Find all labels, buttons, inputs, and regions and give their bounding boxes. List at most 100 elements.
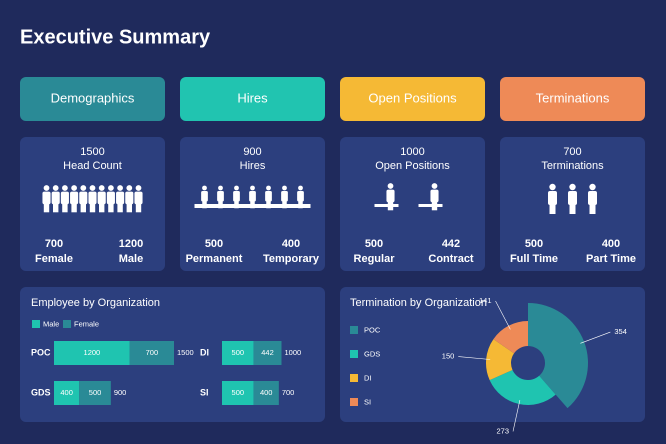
icon-legs	[266, 200, 271, 209]
pie-slice	[489, 369, 556, 405]
pie-slice	[493, 321, 528, 354]
icon-legs	[53, 203, 59, 213]
legend-label: Female	[74, 319, 99, 328]
stat-value: 700	[45, 238, 63, 250]
card-icon	[42, 185, 143, 213]
tab[interactable]	[20, 77, 165, 121]
icon-body	[386, 189, 395, 203]
icon-head	[135, 185, 142, 191]
icon-body	[297, 191, 304, 202]
category-label: GDS	[31, 387, 51, 397]
icon-legs	[387, 201, 394, 211]
icon-legs	[431, 201, 438, 211]
icon-head	[202, 185, 207, 191]
card-icon	[374, 183, 443, 211]
chart-title: Termination by Organization	[350, 297, 487, 309]
category-label: DI	[200, 347, 209, 357]
icon-head	[387, 183, 394, 189]
icon-head	[589, 183, 596, 191]
legend-swatch	[63, 320, 71, 328]
icon-body	[79, 191, 88, 205]
stat-label: Regular	[354, 253, 396, 265]
icon-body	[51, 191, 60, 205]
card-label: Hires	[240, 160, 266, 172]
icon-legs	[282, 200, 287, 209]
icon-head	[431, 183, 438, 189]
icon-legs	[250, 200, 255, 209]
icon-head	[266, 185, 271, 191]
bar-segment	[222, 381, 254, 405]
slice-label: 141	[479, 296, 492, 305]
total-label: 1500	[177, 348, 194, 357]
stat-label: Temporary	[263, 253, 320, 265]
legend-swatch	[350, 350, 358, 358]
icon-body	[125, 191, 134, 205]
icon-body	[106, 191, 115, 205]
icon-legs	[62, 203, 68, 213]
icon-body	[70, 191, 79, 205]
stat-value: 400	[282, 238, 300, 250]
leader-line	[458, 356, 491, 360]
icon-head	[549, 183, 556, 191]
total-label: 900	[114, 388, 127, 397]
icon-legs	[71, 203, 77, 213]
icon-legs	[89, 203, 96, 213]
legend-label: Male	[43, 319, 59, 328]
segment-label: 400	[60, 388, 73, 397]
bar-segment	[253, 341, 282, 365]
stat-label: Male	[119, 253, 143, 265]
card-label: Open Positions	[375, 160, 450, 172]
tab[interactable]	[180, 77, 325, 121]
stat-value: 500	[205, 238, 223, 250]
tab-label: Terminations	[536, 90, 610, 105]
icon-legs	[126, 203, 132, 213]
icon-body	[249, 191, 256, 202]
icon-body	[88, 191, 97, 205]
icon-head	[250, 185, 255, 191]
icon-body	[201, 191, 208, 202]
icon-legs	[298, 200, 303, 209]
legend-swatch	[350, 374, 358, 382]
tab[interactable]	[500, 77, 645, 121]
legend-label: POC	[364, 325, 381, 334]
legend-swatch	[350, 398, 358, 406]
stat-value: 400	[602, 238, 620, 250]
icon-head	[234, 185, 239, 191]
icon-body	[568, 191, 577, 205]
icon-head	[43, 185, 50, 191]
segment-label: 500	[232, 388, 245, 397]
stat-label: Contract	[428, 253, 474, 265]
icon-body	[97, 191, 106, 205]
icon-head	[108, 185, 114, 191]
icon-head	[62, 185, 68, 191]
icon-legs	[549, 204, 556, 214]
card-value: 1500	[80, 146, 104, 158]
bar-segment	[79, 381, 111, 405]
icon-body	[217, 191, 224, 202]
segment-label: 500	[89, 388, 102, 397]
leader-line	[580, 331, 611, 344]
stat-label: Permanent	[186, 253, 243, 265]
icon-head	[52, 185, 59, 191]
icon-legs	[43, 203, 50, 213]
legend-label: GDS	[364, 349, 380, 358]
total-label: 1000	[284, 348, 301, 357]
legend-label: SI	[364, 397, 371, 406]
icon-legs	[218, 200, 223, 209]
card-value: 900	[243, 146, 261, 158]
bar-segment	[54, 341, 130, 365]
pie-slice	[528, 303, 588, 409]
segment-label: 442	[261, 348, 274, 357]
bar-segment	[54, 381, 80, 405]
tab[interactable]	[340, 77, 485, 121]
icon-body	[134, 191, 143, 205]
card-icon	[548, 183, 597, 214]
bar-segment	[253, 381, 279, 405]
icon-body	[281, 191, 288, 202]
stat-value: 442	[442, 238, 460, 250]
icon-legs	[80, 203, 86, 213]
tab-label: Hires	[237, 90, 268, 105]
stat-value: 500	[365, 238, 383, 250]
